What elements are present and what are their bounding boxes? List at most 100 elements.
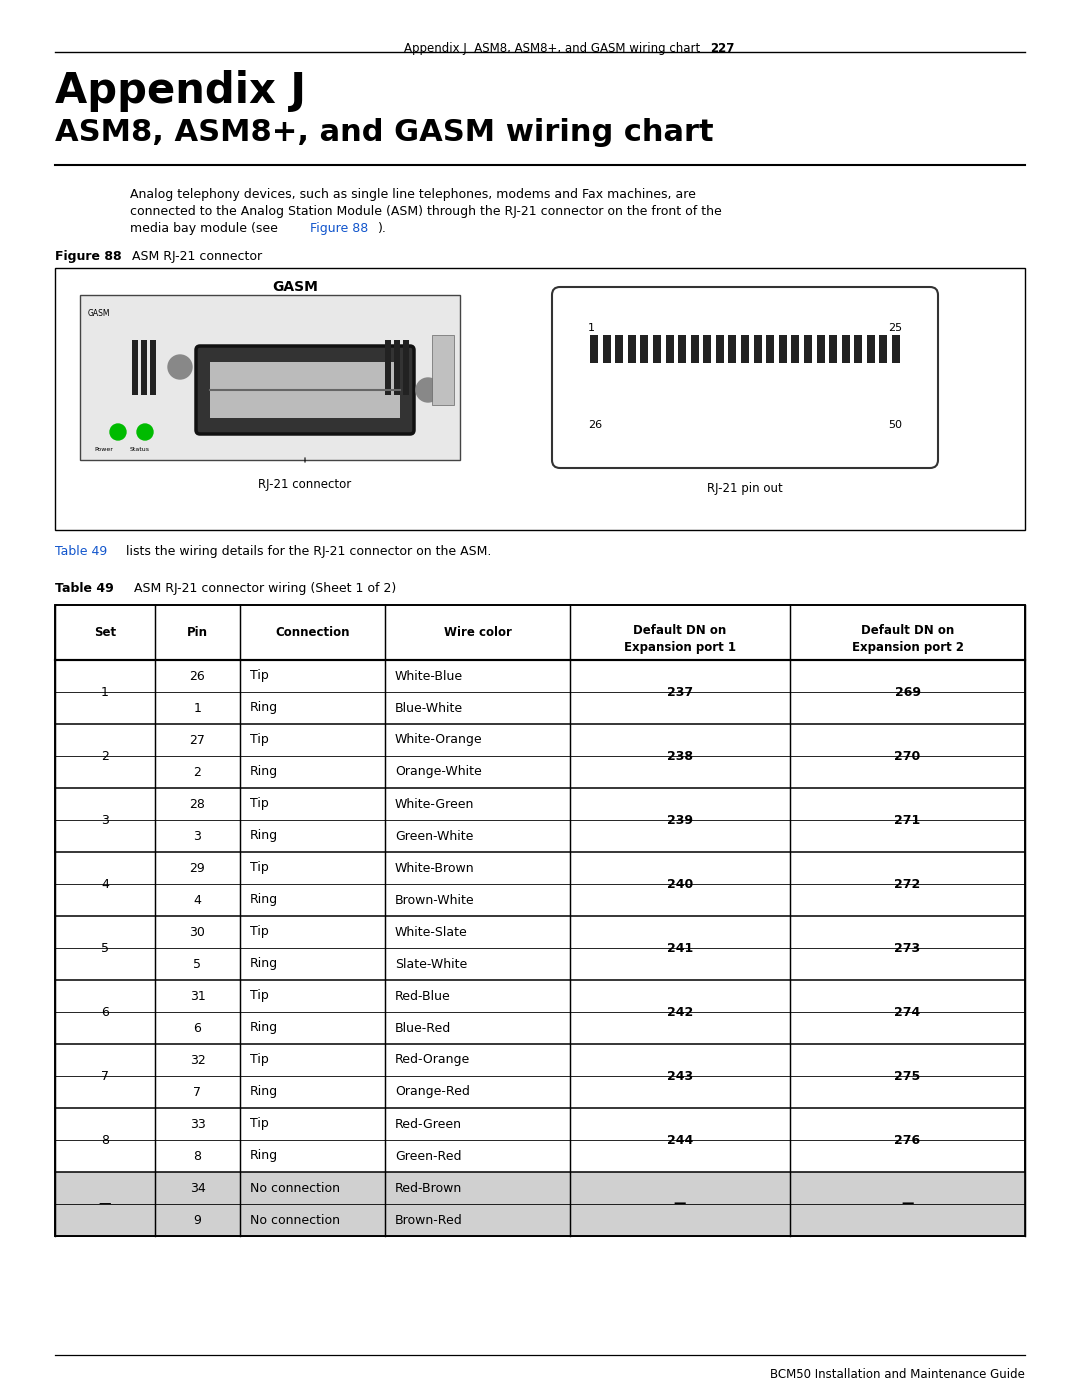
- Text: White-Brown: White-Brown: [395, 862, 474, 875]
- Text: Orange-Red: Orange-Red: [395, 1085, 470, 1098]
- Text: 27: 27: [190, 733, 205, 746]
- Text: Brown-White: Brown-White: [395, 894, 474, 907]
- Text: Pin: Pin: [187, 626, 208, 638]
- Text: 4: 4: [193, 894, 202, 907]
- Text: 30: 30: [190, 925, 205, 939]
- Bar: [55, 605, 1025, 1236]
- Text: 25: 25: [888, 323, 902, 332]
- Text: Ring: Ring: [249, 766, 279, 778]
- Text: Blue-White: Blue-White: [395, 701, 463, 714]
- Text: 2: 2: [102, 750, 109, 763]
- Text: 270: 270: [894, 750, 920, 763]
- Bar: [616, 335, 623, 363]
- Text: Brown-Red: Brown-Red: [395, 1214, 462, 1227]
- Text: Table 49: Table 49: [55, 545, 107, 557]
- Text: Green-White: Green-White: [395, 830, 473, 842]
- Text: Appendix J: Appendix J: [55, 70, 306, 112]
- Bar: [150, 339, 156, 395]
- Text: 50: 50: [888, 420, 902, 430]
- Bar: [754, 335, 761, 363]
- Bar: [816, 335, 824, 363]
- Text: Ring: Ring: [249, 830, 279, 842]
- Bar: [55, 268, 1025, 529]
- Bar: [132, 339, 138, 395]
- Text: 274: 274: [894, 1006, 920, 1018]
- Text: Tip: Tip: [249, 862, 269, 875]
- Text: Ring: Ring: [249, 1150, 279, 1162]
- Text: Blue-Red: Blue-Red: [395, 1021, 451, 1035]
- Bar: [841, 335, 850, 363]
- Text: 273: 273: [894, 942, 920, 954]
- Bar: [766, 335, 774, 363]
- Bar: [741, 335, 750, 363]
- Text: No connection: No connection: [249, 1214, 340, 1227]
- Bar: [80, 295, 460, 460]
- Text: 243: 243: [667, 1070, 693, 1083]
- Text: 5: 5: [102, 942, 109, 954]
- FancyBboxPatch shape: [552, 286, 939, 468]
- Text: Red-Blue: Red-Blue: [395, 989, 450, 1003]
- Text: White-Slate: White-Slate: [395, 925, 468, 939]
- Text: 5: 5: [193, 957, 202, 971]
- Text: connected to the Analog Station Module (ASM) through the RJ-21 connector on the : connected to the Analog Station Module (…: [130, 205, 721, 218]
- Text: 2: 2: [193, 766, 202, 778]
- Text: 9: 9: [193, 1214, 202, 1227]
- Text: RJ-21 connector: RJ-21 connector: [258, 478, 352, 490]
- Text: 1: 1: [102, 686, 109, 698]
- Bar: [640, 335, 648, 363]
- Text: 8: 8: [102, 1133, 109, 1147]
- Text: lists the wiring details for the RJ-21 connector on the ASM.: lists the wiring details for the RJ-21 c…: [122, 545, 491, 557]
- Text: Green-Red: Green-Red: [395, 1150, 461, 1162]
- Text: 239: 239: [667, 813, 693, 827]
- Bar: [879, 335, 888, 363]
- Text: Connection: Connection: [275, 626, 350, 638]
- Text: —: —: [98, 1197, 111, 1210]
- Text: Expansion port 2: Expansion port 2: [851, 640, 963, 654]
- Text: ).: ).: [378, 222, 387, 235]
- Text: 28: 28: [190, 798, 205, 810]
- Circle shape: [416, 379, 440, 402]
- Text: Tip: Tip: [249, 925, 269, 939]
- Text: 227: 227: [710, 42, 734, 54]
- Text: ASM8, ASM8+, and GASM wiring chart: ASM8, ASM8+, and GASM wiring chart: [55, 117, 714, 147]
- Text: 1: 1: [193, 701, 202, 714]
- Text: Table 49: Table 49: [55, 583, 113, 595]
- Text: White-Blue: White-Blue: [395, 669, 463, 683]
- Text: 237: 237: [667, 686, 693, 698]
- Bar: [55, 605, 1025, 1236]
- Text: Figure 88: Figure 88: [55, 250, 122, 263]
- Text: —: —: [674, 1197, 686, 1210]
- Bar: [854, 335, 862, 363]
- Text: BCM50 Installation and Maintenance Guide: BCM50 Installation and Maintenance Guide: [770, 1368, 1025, 1382]
- Text: White-Green: White-Green: [395, 798, 474, 810]
- Text: ASM RJ-21 connector: ASM RJ-21 connector: [120, 250, 262, 263]
- Text: GASM: GASM: [272, 279, 318, 293]
- Text: 276: 276: [894, 1133, 920, 1147]
- Bar: [665, 335, 674, 363]
- Text: 34: 34: [190, 1182, 205, 1194]
- Text: 238: 238: [667, 750, 693, 763]
- Text: Default DN on: Default DN on: [633, 624, 727, 637]
- Bar: [703, 335, 712, 363]
- Bar: [384, 339, 391, 395]
- Text: Red-Brown: Red-Brown: [395, 1182, 462, 1194]
- Text: Ring: Ring: [249, 1021, 279, 1035]
- Text: Set: Set: [94, 626, 116, 638]
- Bar: [728, 335, 737, 363]
- Bar: [603, 335, 610, 363]
- Text: 29: 29: [190, 862, 205, 875]
- Bar: [792, 335, 799, 363]
- Text: Ring: Ring: [249, 894, 279, 907]
- Text: Red-Orange: Red-Orange: [395, 1053, 470, 1066]
- Text: Orange-White: Orange-White: [395, 766, 482, 778]
- Text: 32: 32: [190, 1053, 205, 1066]
- Text: Slate-White: Slate-White: [395, 957, 468, 971]
- Text: Wire color: Wire color: [444, 626, 512, 638]
- Bar: [716, 335, 724, 363]
- Bar: [403, 339, 409, 395]
- FancyBboxPatch shape: [195, 346, 414, 434]
- Bar: [141, 339, 147, 395]
- Text: —: —: [902, 1197, 914, 1210]
- Text: 271: 271: [894, 813, 920, 827]
- Text: Red-Green: Red-Green: [395, 1118, 462, 1130]
